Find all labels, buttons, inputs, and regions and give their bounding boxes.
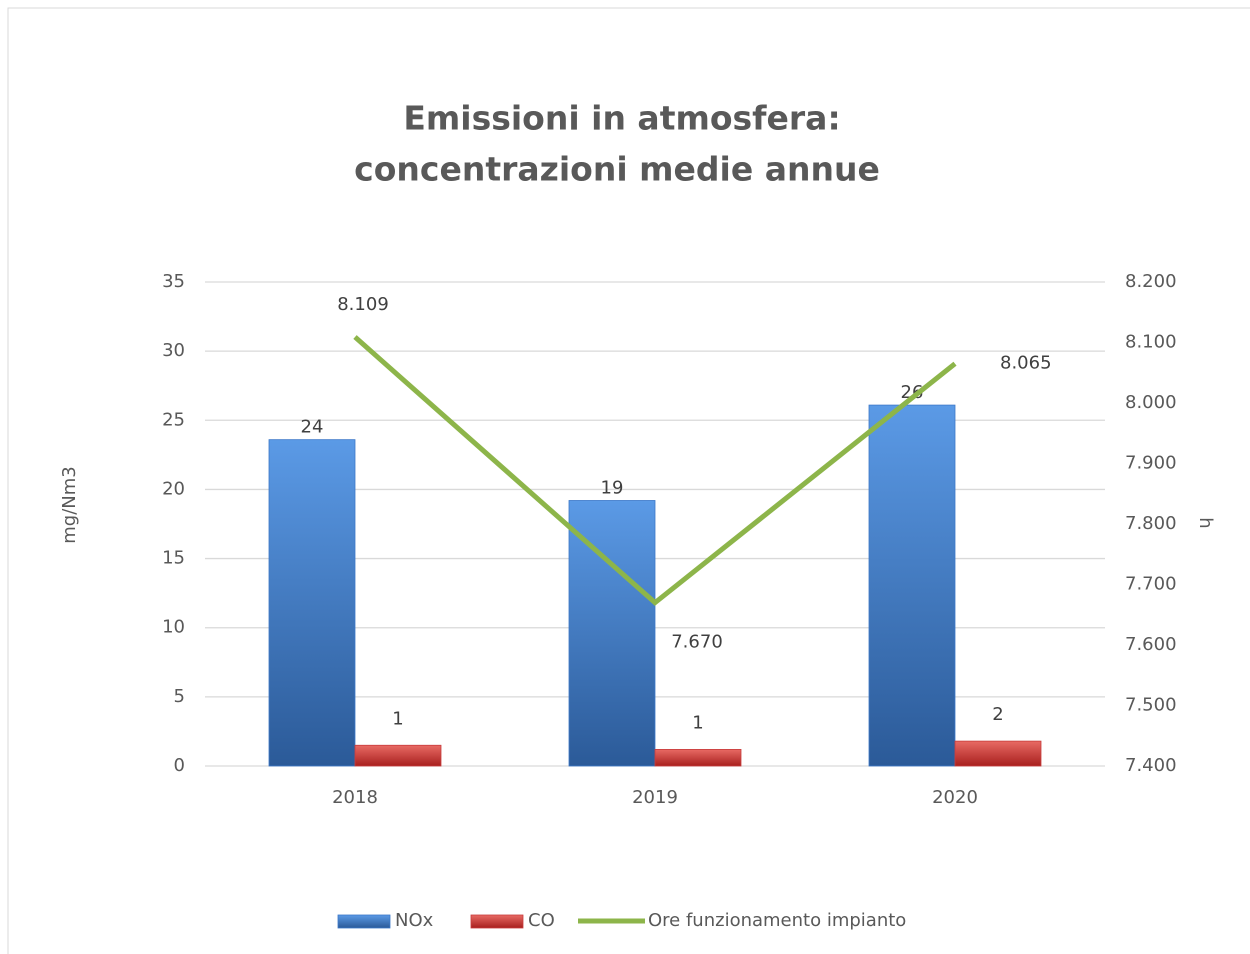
data-label: 8.109 (337, 294, 389, 315)
data-label: 24 (301, 417, 324, 438)
y2-tick-label: 8.200 (1125, 271, 1177, 292)
bar (268, 439, 356, 767)
y-tick-label: 20 (162, 478, 185, 499)
bar (568, 500, 656, 767)
data-label: 26 (901, 382, 924, 403)
chart-border (7, 7, 1250, 954)
y-tick-label: 15 (162, 548, 185, 569)
data-label: 1 (392, 708, 403, 729)
bar (354, 744, 442, 767)
y2-tick-label: 7.600 (1125, 634, 1177, 655)
y-tick-label: 5 (174, 686, 185, 707)
legend-swatch (470, 914, 524, 929)
y-tick-label: 0 (174, 755, 185, 776)
chart-title: concentrazioni medie annue (354, 150, 880, 189)
y-tick-label: 10 (162, 617, 185, 638)
data-label: 1 (692, 712, 703, 733)
line (353, 335, 957, 606)
chart-title: Emissioni in atmosfera: (403, 99, 840, 138)
y2-tick-label: 7.700 (1125, 574, 1177, 595)
x-tick-label: 2020 (932, 787, 978, 808)
bar (868, 404, 956, 767)
y2-tick-label: 8.100 (1125, 332, 1177, 353)
y2-tick-label: 7.900 (1125, 453, 1177, 474)
data-label: 8.065 (1000, 353, 1052, 374)
x-tick-label: 2019 (632, 787, 678, 808)
y2-tick-label: 7.500 (1125, 695, 1177, 716)
data-label: 19 (601, 477, 624, 498)
x-tick-label: 2018 (332, 787, 378, 808)
y2-axis-title: h (1195, 517, 1216, 528)
legend-swatch (337, 914, 391, 929)
y2-tick-label: 7.800 (1125, 513, 1177, 534)
y-tick-label: 25 (162, 409, 185, 430)
legend-label: NOx (395, 910, 434, 931)
y-tick-label: 35 (162, 271, 185, 292)
bar (654, 749, 742, 767)
y2-tick-label: 8.000 (1125, 392, 1177, 413)
legend-label: Ore funzionamento impianto (648, 910, 906, 931)
data-label: 7.670 (671, 632, 723, 653)
y2-tick-label: 7.400 (1125, 755, 1177, 776)
bar (954, 740, 1042, 767)
data-label: 2 (992, 704, 1003, 725)
legend-label: CO (528, 910, 555, 931)
y-tick-label: 30 (162, 340, 185, 361)
y-axis-title: mg/Nm3 (59, 466, 80, 543)
